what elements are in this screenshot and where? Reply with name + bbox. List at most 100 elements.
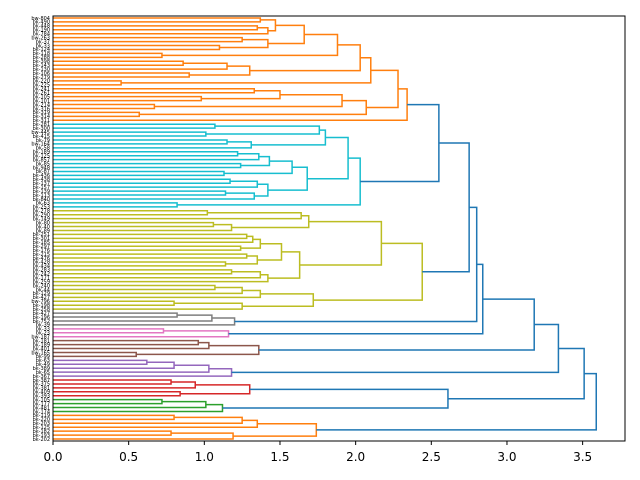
leaf-label: bk-251 [33,232,50,238]
dendrogram-link [53,202,178,208]
leaf-label: bw-804 [31,16,50,22]
leaf-label: bk-279 [33,75,50,81]
leaf-label: bk-387 [33,378,50,384]
leaf-label: bk-193 [33,433,50,439]
dendrogram-link [254,183,269,197]
dendrogram-link [53,359,148,366]
dendrogram-link [53,190,227,196]
leaf-label: bk-481 [33,405,50,411]
x-tick-label: 3.0 [497,450,516,464]
leaf-label: bk-177 [33,401,50,407]
leaf-label: bk-40 [36,224,50,230]
dendrogram-link [242,293,315,307]
dendrogram-link [307,136,349,180]
dendrogram-link [53,123,216,129]
dendrogram-link [299,220,383,266]
dendrogram-link [53,261,227,267]
dendrogram-link [53,284,216,291]
dendrogram-link [201,90,281,100]
leaf-label: bk-99 [36,354,50,360]
dendrogram-link [53,253,248,259]
leaf-label: bk-301 [33,236,50,242]
dendrogram-link [139,99,367,116]
dendrogram-link [53,180,259,188]
dendrogram-link [53,210,209,216]
dendrogram-link [267,24,305,45]
leaf-label: bw-164 [31,142,50,148]
leaf-label: bk-393 [33,394,50,400]
leaf-label: bk-281 [33,122,50,128]
dendrogram-link [205,125,321,135]
dendrogram-link [53,302,243,310]
dendrogram-link [53,111,141,118]
leaf-label: bk-415 [33,134,50,140]
dendrogram-link [53,44,221,51]
dendrogram-link [53,25,259,31]
leaf-label: bk-857 [33,157,50,163]
leaf-label: bw-187 [31,335,50,341]
leaf-label: bk-240 [33,283,50,289]
leaf-label: bk-87 [36,169,50,175]
leaf-label: bk-948 [33,165,50,171]
leaf-label: bk-113 [33,193,50,199]
dendrogram-link [53,416,243,425]
leaf-label: bk-44 [36,287,50,293]
dendrogram-link [53,300,175,306]
dendrogram-link [53,95,203,102]
dendrogram-link [222,388,449,409]
dendrogram-link [267,251,301,279]
x-tick-label: 3.5 [573,450,592,464]
leaf-label: bk-409 [33,390,50,396]
dendrogram-link [53,432,234,440]
x-tick-label: 2.0 [346,450,365,464]
dendrogram-link [260,19,277,32]
leaf-label: bk-434 [33,264,50,270]
dendrogram-link [249,44,361,72]
leaf-label: bk-438 [33,177,50,183]
leaf-label: bk-181 [33,338,50,344]
leaf-label: bw-796 [31,299,50,305]
leaf-label: bk-436 [33,173,50,179]
dendrogram-link [53,398,163,405]
dendrogram-link [316,372,597,431]
dendrogram-link [53,400,207,409]
leaf-label: bk-189 [33,342,50,348]
dendrogram-link [53,403,224,413]
dendrogram-link [53,131,207,137]
leaf-label: bk-448 [33,24,50,30]
dendrogram-link [53,235,254,244]
dendrogram-link [53,139,228,145]
leaf-label: bk-105 [33,397,50,403]
dendrogram-link [267,166,308,191]
leaf-label: bk-176 [33,248,50,254]
leaf-label: bk-319 [33,110,50,116]
leaf-label: bk-375 [33,382,50,388]
x-tick-label: 1.5 [270,450,289,464]
leaf-label: bw-165 [31,350,50,356]
leaf-label: bk-427 [33,295,50,301]
leaf-label: bk-311 [33,118,50,124]
leaf-label: bk-258 [33,307,50,313]
dendrogram-link [53,212,302,220]
dendrogram-link [53,361,175,369]
dendrogram-link [53,330,230,338]
x-axis: 0.0 0.5 1.0 1.5 2.0 2.5 3.0 3.5 [43,441,592,464]
leaf-label: bk-33 [36,43,50,49]
dendrogram-links [53,17,597,440]
dendrogram-link [53,80,122,86]
dendrogram-link [53,221,215,228]
dendrogram-link [53,312,178,318]
leaf-label: bk-261 [33,91,50,97]
leaf-label: bk-124 [33,47,50,53]
dendrogram-link [53,317,236,326]
dendrogram-link [53,88,256,94]
leaf-label: bk-137 [33,181,50,187]
dendrogram-link [53,269,233,275]
dendrogram-link [422,142,470,273]
leaf-label: bk-185 [33,240,50,246]
leaf-label: bk-367 [33,374,50,380]
dendrogram-link [219,38,269,49]
leaf-label: bk-63 [36,201,50,207]
dendrogram-link [240,155,271,167]
leaf-label: bk-89 [36,228,50,234]
